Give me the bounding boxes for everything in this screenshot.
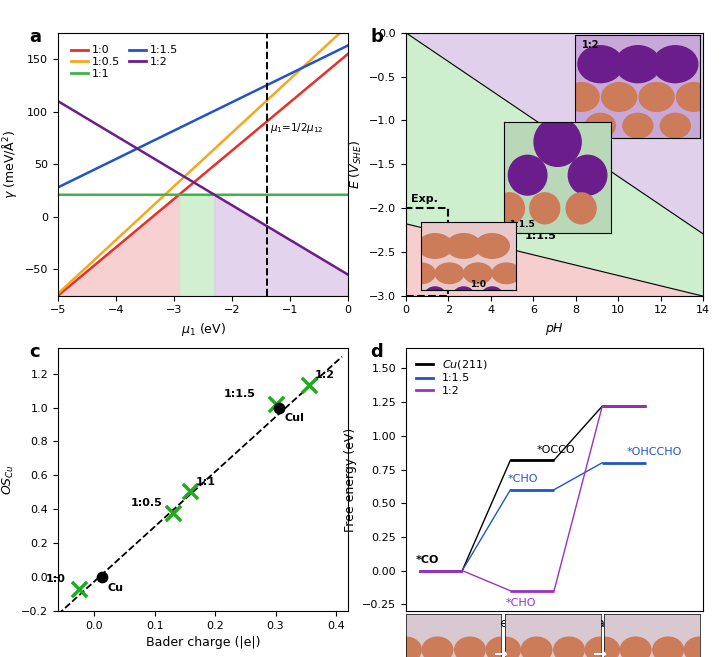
Point [73,583,85,594]
1:0.5 [68,276,77,284]
Point [96,572,107,582]
1:2 [187,177,196,185]
1:2 [282,234,291,242]
1:0 [335,57,344,65]
Circle shape [486,637,517,657]
Line: 1:2: 1:2 [58,101,348,275]
Y-axis label: $E$ ($V_{SHE}$): $E$ ($V_{SHE}$) [347,140,364,189]
1:0 [344,50,352,58]
1:1.5 [335,46,344,54]
Legend: 1:0, 1:0.5, 1:1, 1:1.5, 1:2: 1:0, 1:0.5, 1:1, 1:1.5, 1:2 [67,41,183,83]
Text: Cu: Cu [107,583,123,593]
1:0.5 [282,79,291,87]
Point [303,379,315,390]
Text: *OHCCHO: *OHCCHO [626,447,682,457]
Text: CuI: CuI [284,413,304,423]
1:2 [344,271,352,279]
Text: *CHO: *CHO [507,474,538,484]
1:0 [282,101,291,109]
1:1.5 [194,114,203,122]
Circle shape [652,637,684,657]
Circle shape [391,637,421,657]
X-axis label: Bader charge (|e|): Bader charge (|e|) [146,636,260,649]
Y-axis label: $OS_{Cu}$: $OS_{Cu}$ [1,464,16,495]
X-axis label: $\mu_1$ (eV): $\mu_1$ (eV) [181,321,225,338]
Line: 1:0: 1:0 [58,54,348,296]
Text: 1:0.5: 1:0.5 [130,498,162,508]
1:0.5 [54,290,62,298]
1:1.5 [344,41,352,49]
1:0.5 [194,159,203,167]
1:0.5 [344,22,352,30]
Text: →: → [592,645,606,657]
1:1 [335,191,344,198]
Point [270,399,281,409]
Text: *CO: *CO [415,555,439,565]
Circle shape [589,637,619,657]
1:0 [194,174,203,182]
Y-axis label: Free energy (eV): Free energy (eV) [344,428,357,532]
1:0.5 [335,30,344,37]
Text: 1:2: 1:2 [315,370,335,380]
Circle shape [585,637,616,657]
1:1 [54,191,62,198]
1:1 [194,191,203,198]
Text: a: a [29,28,41,45]
1:0 [187,181,196,189]
Text: 1:1: 1:1 [196,477,216,487]
1:2 [54,97,62,105]
Text: →: → [493,645,507,657]
1:2 [335,265,344,273]
1:0.5 [187,166,196,174]
1:1.5 [68,176,77,184]
Circle shape [521,637,552,657]
1:1 [282,191,291,198]
Point [184,486,196,497]
Text: 1:1.5: 1:1.5 [525,231,557,240]
Circle shape [621,637,651,657]
X-axis label: Reaction coordinate: Reaction coordinate [492,616,618,629]
Point [167,507,178,518]
1:1 [344,191,352,198]
Text: *CHO: *CHO [506,597,536,608]
Text: *OCCO: *OCCO [536,445,575,455]
Y-axis label: $\gamma$ (meV/Å$^2$): $\gamma$ (meV/Å$^2$) [0,129,20,199]
1:1 [335,191,344,198]
Line: 1:0.5: 1:0.5 [58,26,348,294]
Circle shape [422,637,453,657]
1:1 [68,191,77,198]
Point [273,402,284,413]
Circle shape [684,637,715,657]
1:1.5 [54,183,62,191]
Text: c: c [29,343,40,361]
Text: b: b [370,28,384,45]
Bar [406,208,449,296]
Circle shape [455,637,485,657]
Text: 1:0: 1:0 [431,275,454,288]
1:2 [335,265,344,273]
Text: 1:1.5: 1:1.5 [224,390,256,399]
1:1 [187,191,196,198]
1:2 [68,106,77,114]
X-axis label: $pH$: $pH$ [545,321,564,337]
Text: $\mu_1$=1/2$\mu_{12}$: $\mu_1$=1/2$\mu_{12}$ [270,121,323,135]
1:1.5 [335,45,344,53]
Circle shape [554,637,584,657]
Text: 1:2: 1:2 [639,39,662,52]
1:0 [54,292,62,300]
1:0 [335,57,344,65]
Text: d: d [370,343,383,361]
1:1.5 [282,72,291,79]
1:2 [194,181,203,189]
1:1.5 [187,118,196,126]
Text: 1:0: 1:0 [46,574,66,584]
Circle shape [490,637,521,657]
1:0.5 [335,30,344,37]
Legend: $\it{Cu(211)}$, 1:1.5, 1:2: $\it{Cu(211)}$, 1:1.5, 1:2 [412,353,492,400]
1:0 [68,279,77,287]
Line: 1:1.5: 1:1.5 [58,45,348,187]
Text: Exp.: Exp. [411,194,438,204]
